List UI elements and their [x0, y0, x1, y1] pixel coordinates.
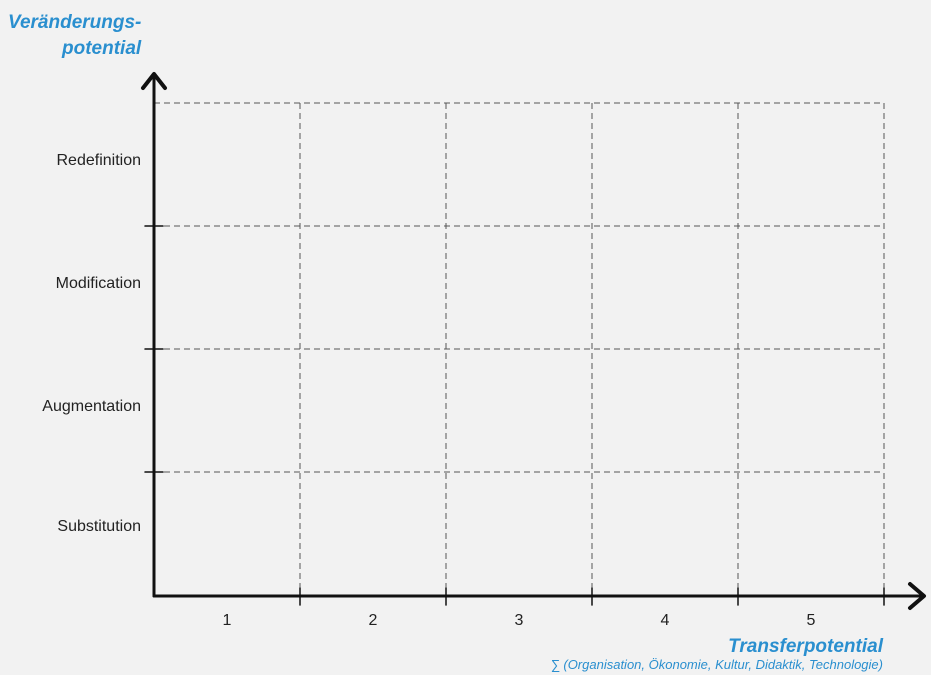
y-axis-arrow-icon — [141, 72, 167, 90]
x-axis-title: Transferpotential — [728, 636, 883, 657]
x-category-label-1: 1 — [222, 612, 232, 629]
axes — [141, 72, 926, 610]
x-category-label-4: 4 — [660, 612, 670, 629]
y-axis-title-line2: potential — [62, 38, 142, 59]
x-category-label-5: 5 — [806, 612, 816, 629]
y-level-label-substitution: Substitution — [57, 518, 141, 535]
grid — [154, 102, 885, 596]
y-level-label-redefinition: Redefinition — [56, 152, 142, 169]
x-axis-subtitle: ∑ (Organisation, Ökonomie, Kultur, Didak… — [550, 657, 883, 672]
y-level-label-modification: Modification — [55, 275, 141, 292]
x-category-label-3: 3 — [514, 612, 524, 629]
y-level-label-augmentation: Augmentation — [42, 398, 141, 415]
x-axis-arrow-icon — [908, 582, 926, 610]
y-axis-title-line1: Veränderungs- — [8, 12, 142, 33]
x-category-label-2: 2 — [368, 612, 378, 629]
